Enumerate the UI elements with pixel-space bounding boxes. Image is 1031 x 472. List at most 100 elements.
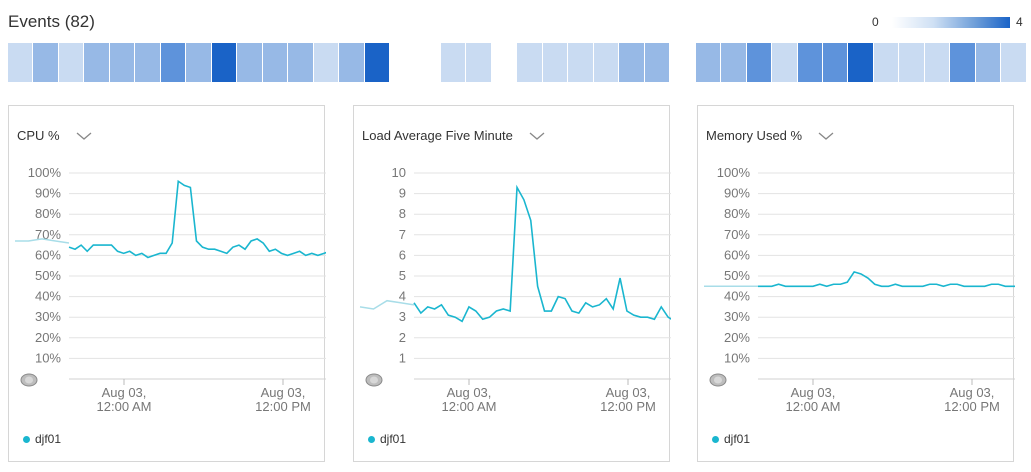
x-tick-label: 12:00 AM (442, 399, 497, 414)
heat-cell[interactable] (58, 43, 84, 82)
x-tick-label: Aug 03, (261, 385, 306, 400)
heat-cell[interactable] (313, 43, 339, 82)
panel-title-dropdown[interactable]: CPU % (17, 128, 92, 143)
heat-cell[interactable] (491, 43, 517, 82)
heat-cell[interactable] (619, 43, 644, 82)
line-chart: 10%20%30%40%50%60%70%80%90%100%Aug 03,12… (704, 165, 1015, 414)
y-tick-label: 90% (724, 186, 750, 201)
heat-cell[interactable] (466, 43, 491, 82)
heat-cell[interactable] (593, 43, 619, 82)
panel-title: Memory Used % (706, 128, 803, 143)
y-tick-label: 100% (717, 165, 751, 180)
heat-cell[interactable] (364, 43, 390, 82)
scale-max-label: 4 (1016, 15, 1023, 29)
heat-cell[interactable] (670, 43, 695, 82)
heat-cell[interactable] (8, 43, 33, 82)
x-tick-label: Aug 03, (606, 385, 651, 400)
heat-cell[interactable] (135, 43, 160, 82)
range-handle-icon[interactable] (365, 373, 383, 387)
heat-cell[interactable] (211, 43, 237, 82)
heat-cell[interactable] (568, 43, 593, 82)
chevron-down-icon (529, 132, 545, 140)
series-line (758, 270, 1015, 288)
heat-cell[interactable] (1001, 43, 1026, 82)
heat-cell[interactable] (746, 43, 772, 82)
heat-cell[interactable] (160, 43, 186, 82)
y-tick-label: 10% (724, 350, 750, 365)
legend-label: djf01 (35, 432, 62, 446)
legend-dot-icon (712, 435, 719, 443)
heat-cell[interactable] (848, 43, 873, 82)
panel-title-dropdown[interactable]: Memory Used % (706, 128, 834, 143)
heat-cell[interactable] (695, 43, 721, 82)
heat-cell[interactable] (109, 43, 135, 82)
y-tick-label: 2 (399, 330, 406, 345)
color-scale-bar (892, 17, 1010, 28)
heat-cell[interactable] (288, 43, 313, 82)
heat-cell[interactable] (339, 43, 364, 82)
y-tick-label: 90% (35, 186, 61, 201)
heat-cell[interactable] (721, 43, 746, 82)
y-tick-label: 40% (35, 289, 61, 304)
y-tick-label: 20% (724, 330, 750, 345)
heat-cell[interactable] (262, 43, 288, 82)
y-tick-label: 100% (28, 165, 62, 180)
x-tick-label: Aug 03, (447, 385, 492, 400)
legend-item[interactable]: djf01 (368, 432, 406, 446)
heat-cell[interactable] (772, 43, 797, 82)
legend-dot-icon (23, 435, 30, 443)
y-tick-label: 3 (399, 309, 406, 324)
y-tick-label: 50% (724, 268, 750, 283)
heat-cell[interactable] (237, 43, 262, 82)
y-tick-label: 6 (399, 247, 406, 262)
y-tick-label: 7 (399, 227, 406, 242)
heat-cell[interactable] (823, 43, 848, 82)
x-tick-label: 12:00 AM (786, 399, 841, 414)
heat-cell[interactable] (797, 43, 822, 82)
x-tick-label: 12:00 PM (255, 399, 311, 414)
range-handle-icon[interactable] (20, 373, 38, 387)
panel-title: Load Average Five Minute (362, 128, 513, 143)
line-chart: 10%20%30%40%50%60%70%80%90%100%Aug 03,12… (15, 165, 326, 414)
heat-cell[interactable] (924, 43, 950, 82)
y-tick-label: 70% (724, 227, 750, 242)
heat-cell[interactable] (186, 43, 211, 82)
range-handle-icon[interactable] (709, 373, 727, 387)
events-heat-strip[interactable] (8, 43, 1026, 82)
heat-cell[interactable] (33, 43, 58, 82)
panel-title-dropdown[interactable]: Load Average Five Minute (362, 128, 545, 143)
y-tick-label: 20% (35, 330, 61, 345)
heat-cell[interactable] (440, 43, 466, 82)
x-tick-label: Aug 03, (791, 385, 836, 400)
legend-label: djf01 (724, 432, 751, 446)
y-tick-label: 9 (399, 186, 406, 201)
heat-cell[interactable] (517, 43, 542, 82)
y-tick-label: 50% (35, 268, 61, 283)
legend-item[interactable]: djf01 (712, 432, 750, 446)
y-tick-label: 4 (399, 289, 406, 304)
series-line-faded (15, 238, 70, 244)
y-tick-label: 80% (724, 206, 750, 221)
heat-cell[interactable] (950, 43, 975, 82)
heat-cell[interactable] (899, 43, 924, 82)
y-tick-label: 60% (35, 247, 61, 262)
y-tick-label: 10% (35, 350, 61, 365)
y-tick-label: 5 (399, 268, 406, 283)
series-line (68, 179, 326, 259)
x-tick-label: Aug 03, (102, 385, 147, 400)
y-tick-label: 70% (35, 227, 61, 242)
heat-cell[interactable] (873, 43, 899, 82)
legend-dot-icon (368, 435, 375, 443)
heat-cell[interactable] (390, 43, 415, 82)
panel-title: CPU % (17, 128, 60, 143)
heat-cell[interactable] (542, 43, 568, 82)
y-tick-label: 80% (35, 206, 61, 221)
heat-cell[interactable] (84, 43, 109, 82)
x-tick-label: 12:00 PM (944, 399, 1000, 414)
heat-cell[interactable] (975, 43, 1001, 82)
heat-cell[interactable] (644, 43, 670, 82)
scale-min-label: 0 (872, 15, 879, 29)
heat-cell[interactable] (415, 43, 440, 82)
x-tick-label: 12:00 PM (600, 399, 656, 414)
legend-item[interactable]: djf01 (23, 432, 61, 446)
